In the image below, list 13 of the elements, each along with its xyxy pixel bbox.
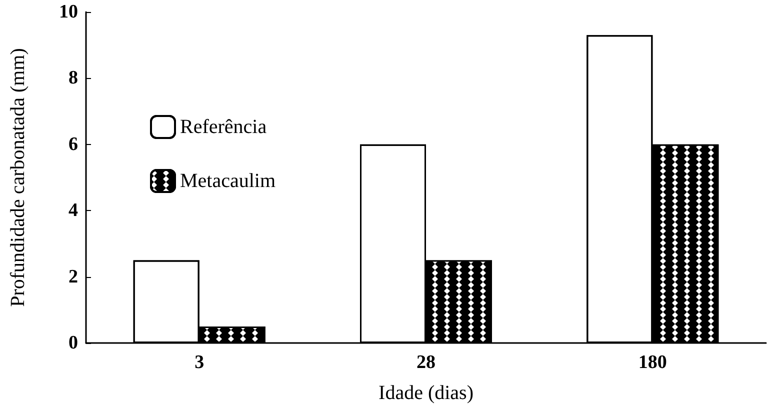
x-tick-label: 3 [194,352,204,373]
y-tick-label: 4 [68,200,78,222]
x-tick-label: 180 [638,352,667,373]
x-axis-title: Idade (dias) [378,382,474,404]
y-tick-label: 6 [68,134,78,155]
y-tick-label: 10 [59,2,78,22]
y-axis-title: Profundidade carbonatada (mm) [7,48,29,307]
legend-label: Referência [180,116,267,138]
y-tick-label: 2 [68,266,78,288]
y-tick-label: 8 [68,68,78,89]
y-tick-label: 0 [68,332,78,354]
legend-label: Metacaulim [180,170,276,192]
x-tick-label: 28 [416,352,436,373]
